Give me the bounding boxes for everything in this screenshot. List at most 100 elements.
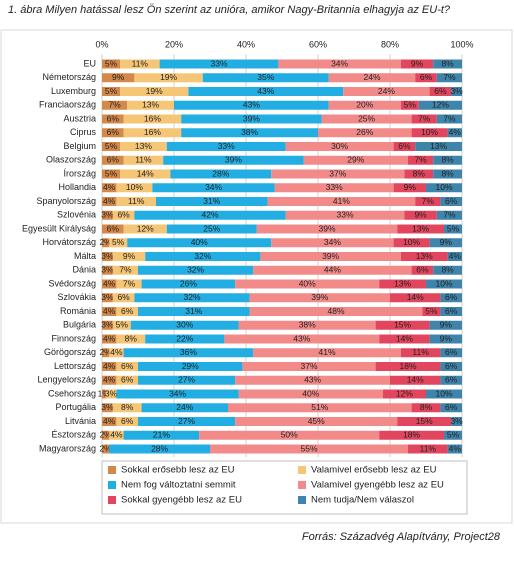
- bar-segment: [120, 59, 160, 69]
- value-label: 4%: [110, 430, 123, 440]
- value-label: 9%: [414, 210, 427, 220]
- value-label: 11%: [420, 443, 437, 453]
- bar-segment: [440, 403, 462, 413]
- value-label: 24%: [378, 86, 395, 96]
- value-label: 50%: [281, 430, 298, 440]
- value-label: 19%: [160, 72, 177, 82]
- value-label: 41%: [318, 347, 335, 357]
- value-label: 32%: [187, 265, 204, 275]
- bar-segment: [102, 320, 113, 330]
- bar-segment: [123, 155, 164, 165]
- x-tick-label: 40%: [237, 39, 255, 49]
- bar-segment: [102, 252, 113, 261]
- bar-segment: [440, 348, 462, 358]
- y-tick-label: Olaszország: [46, 155, 96, 165]
- bar-segment: [285, 142, 394, 151]
- value-label: 4%: [103, 375, 116, 385]
- value-label: 7%: [119, 265, 132, 275]
- value-label: 48%: [327, 306, 344, 316]
- bar-segment: [328, 73, 416, 83]
- bar-segment: [138, 375, 236, 385]
- value-label: 6%: [445, 196, 458, 206]
- chart-title: 1. ábra Milyen hatással lesz Ön szerint …: [8, 4, 451, 16]
- bar-segment: [199, 430, 380, 440]
- bar-segment: [127, 238, 272, 248]
- bar-segment: [415, 73, 437, 83]
- bar-segment: [130, 320, 239, 330]
- value-label: 37%: [300, 361, 317, 371]
- y-tick-label: Csehország: [48, 388, 96, 398]
- bar-segment: [249, 293, 390, 303]
- bar-segment: [102, 362, 117, 371]
- bar-segment: [166, 142, 286, 151]
- value-label: 10%: [435, 388, 452, 398]
- bar-segment: [163, 155, 304, 165]
- bar-segment: [102, 73, 135, 83]
- value-label: 9%: [440, 237, 453, 247]
- bar-segment: [433, 155, 462, 165]
- value-label: 51%: [311, 402, 328, 412]
- bar-segment: [123, 430, 200, 440]
- value-label: 39%: [318, 223, 335, 233]
- value-label: 25%: [358, 113, 375, 123]
- bar-segment: [238, 320, 376, 330]
- legend-swatch: [108, 466, 116, 474]
- bar-segment: [415, 197, 441, 206]
- y-tick-label: Spanyolország: [36, 196, 96, 206]
- bar-segment: [102, 169, 120, 179]
- value-label: 4%: [103, 196, 116, 206]
- bar-segment: [303, 155, 408, 165]
- bar-segment: [138, 417, 236, 426]
- bar-segment: [123, 224, 167, 234]
- bar-segment: [116, 389, 239, 399]
- value-label: 34%: [324, 237, 341, 247]
- value-label: 7%: [414, 155, 427, 165]
- bar-segment: [102, 100, 128, 110]
- bar-segment: [278, 59, 401, 69]
- bar-segment: [426, 183, 462, 193]
- value-label: 19%: [146, 86, 163, 96]
- value-label: 3%: [101, 402, 114, 412]
- value-label: 29%: [347, 155, 364, 165]
- value-label: 39%: [243, 113, 260, 123]
- bar-segment: [120, 142, 167, 151]
- bar-segment: [102, 293, 113, 303]
- x-tick-label: 20%: [165, 39, 183, 49]
- value-label: 8%: [441, 155, 454, 165]
- value-label: 7%: [422, 196, 435, 206]
- bar-segment: [429, 320, 462, 330]
- bar-segment: [408, 155, 434, 165]
- value-label: 39%: [322, 251, 339, 261]
- value-label: 4%: [449, 127, 462, 137]
- y-tick-label: Málta: [74, 251, 96, 261]
- chart-frame: [0, 29, 513, 524]
- bar-segment: [411, 403, 441, 413]
- bar-segment: [102, 307, 117, 316]
- legend-swatch: [108, 496, 116, 504]
- value-label: 24%: [176, 402, 193, 412]
- value-label: 7%: [418, 113, 431, 123]
- value-label: 40%: [191, 237, 208, 247]
- y-tick-label: Svédország: [48, 278, 96, 288]
- value-label: 34%: [169, 388, 186, 398]
- y-tick-label: Belgium: [63, 141, 96, 151]
- bar-segment: [170, 169, 272, 179]
- value-label: 15%: [394, 320, 411, 330]
- bar-segment: [116, 279, 142, 289]
- value-label: 10%: [421, 127, 438, 137]
- y-tick-label: Dánia: [72, 265, 96, 275]
- bar-segment: [174, 100, 329, 110]
- value-label: 6%: [445, 347, 458, 357]
- value-label: 7%: [443, 210, 456, 220]
- value-label: 15%: [416, 416, 433, 426]
- bar-segment: [228, 403, 412, 413]
- bar-segment: [382, 389, 426, 399]
- bar-segment: [436, 114, 462, 124]
- value-label: 16%: [144, 127, 161, 137]
- bar-segment: [102, 155, 124, 165]
- value-label: 4%: [449, 251, 462, 261]
- value-label: 8%: [420, 402, 433, 412]
- value-label: 28%: [212, 168, 229, 178]
